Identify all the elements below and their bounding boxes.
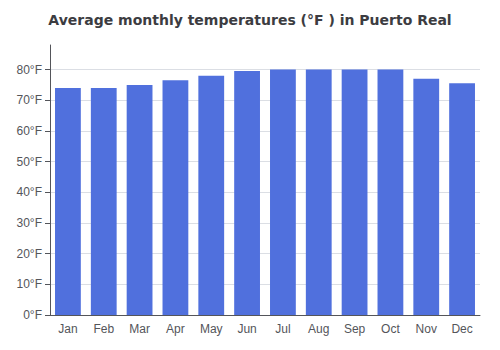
svg-text:10°F: 10°F bbox=[17, 277, 42, 291]
svg-text:Apr: Apr bbox=[166, 322, 185, 336]
svg-text:Nov: Nov bbox=[416, 322, 437, 336]
svg-text:May: May bbox=[200, 322, 223, 336]
svg-text:Jun: Jun bbox=[237, 322, 256, 336]
svg-text:Mar: Mar bbox=[129, 322, 150, 336]
svg-text:Aug: Aug bbox=[308, 322, 329, 336]
svg-text:60°F: 60°F bbox=[17, 124, 42, 138]
svg-text:0°F: 0°F bbox=[23, 308, 42, 322]
svg-text:Dec: Dec bbox=[451, 322, 472, 336]
svg-text:Average monthly temperatures (: Average monthly temperatures (°F ) in Pu… bbox=[48, 12, 451, 28]
svg-text:30°F: 30°F bbox=[17, 216, 42, 230]
svg-text:40°F: 40°F bbox=[17, 185, 42, 199]
svg-text:Oct: Oct bbox=[381, 322, 400, 336]
svg-text:80°F: 80°F bbox=[17, 63, 42, 77]
svg-text:Feb: Feb bbox=[93, 322, 114, 336]
svg-text:Jul: Jul bbox=[275, 322, 290, 336]
svg-text:50°F: 50°F bbox=[17, 155, 42, 169]
svg-text:Jan: Jan bbox=[58, 322, 77, 336]
svg-text:70°F: 70°F bbox=[17, 93, 42, 107]
svg-text:20°F: 20°F bbox=[17, 247, 42, 261]
svg-text:Sep: Sep bbox=[344, 322, 366, 336]
